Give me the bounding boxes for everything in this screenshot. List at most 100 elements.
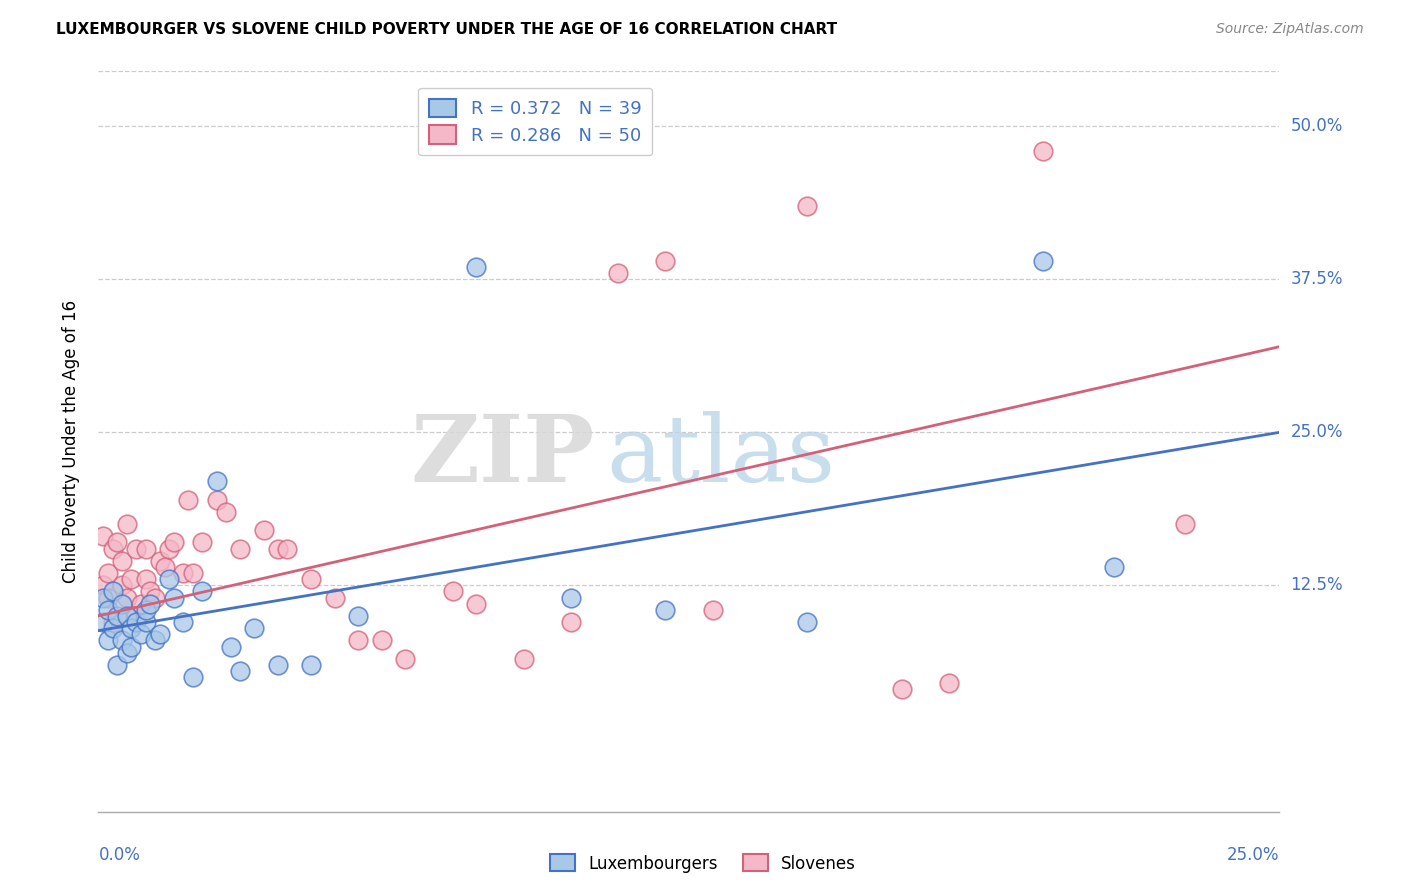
Point: [149, 554, 172, 568]
Point: [299, 657, 322, 672]
Point: [97, 603, 120, 617]
Point: [560, 615, 582, 629]
Point: [191, 584, 214, 599]
Point: [91, 591, 114, 605]
Point: [111, 597, 134, 611]
Point: [172, 566, 194, 580]
Text: ZIP: ZIP: [411, 411, 595, 501]
Point: [143, 633, 166, 648]
Point: [115, 646, 138, 660]
Point: [97, 566, 120, 580]
Text: LUXEMBOURGER VS SLOVENE CHILD POVERTY UNDER THE AGE OF 16 CORRELATION CHART: LUXEMBOURGER VS SLOVENE CHILD POVERTY UN…: [56, 22, 838, 37]
Text: 37.5%: 37.5%: [1291, 270, 1343, 288]
Point: [135, 541, 157, 556]
Point: [394, 652, 416, 666]
Text: atlas: atlas: [606, 411, 835, 501]
Point: [97, 633, 120, 648]
Point: [654, 254, 676, 268]
Point: [371, 633, 394, 648]
Point: [139, 584, 162, 599]
Point: [1032, 144, 1054, 158]
Point: [111, 633, 134, 648]
Point: [267, 657, 290, 672]
Point: [125, 541, 148, 556]
Point: [205, 492, 228, 507]
Text: 0.0%: 0.0%: [98, 847, 141, 864]
Text: 25.0%: 25.0%: [1227, 847, 1279, 864]
Point: [654, 603, 676, 617]
Point: [347, 608, 370, 623]
Point: [181, 670, 204, 684]
Point: [115, 608, 138, 623]
Point: [101, 541, 124, 556]
Point: [465, 260, 488, 275]
Point: [129, 627, 152, 641]
Point: [129, 597, 152, 611]
Point: [267, 541, 290, 556]
Point: [1032, 254, 1054, 268]
Point: [115, 591, 138, 605]
Point: [607, 266, 630, 280]
Point: [153, 560, 176, 574]
Point: [191, 535, 214, 549]
Point: [157, 541, 180, 556]
Point: [938, 676, 960, 690]
Point: [121, 621, 143, 635]
Point: [253, 523, 276, 537]
Point: [101, 584, 124, 599]
Point: [702, 603, 724, 617]
Point: [105, 657, 128, 672]
Point: [143, 591, 166, 605]
Y-axis label: Child Poverty Under the Age of 16: Child Poverty Under the Age of 16: [62, 300, 80, 583]
Point: [512, 652, 534, 666]
Point: [105, 535, 128, 549]
Text: 12.5%: 12.5%: [1291, 576, 1343, 594]
Point: [465, 597, 488, 611]
Point: [205, 475, 228, 489]
Point: [135, 572, 157, 586]
Point: [111, 554, 134, 568]
Point: [229, 664, 252, 678]
Point: [172, 615, 194, 629]
Point: [139, 597, 162, 611]
Point: [177, 492, 200, 507]
Point: [115, 517, 138, 532]
Point: [91, 529, 114, 543]
Point: [347, 633, 370, 648]
Point: [91, 578, 114, 592]
Point: [125, 615, 148, 629]
Point: [276, 541, 298, 556]
Point: [101, 621, 124, 635]
Legend: R = 0.372   N = 39, R = 0.286   N = 50: R = 0.372 N = 39, R = 0.286 N = 50: [419, 87, 652, 155]
Point: [111, 578, 134, 592]
Text: Source: ZipAtlas.com: Source: ZipAtlas.com: [1216, 22, 1364, 37]
Point: [125, 608, 148, 623]
Point: [219, 640, 242, 654]
Point: [121, 572, 143, 586]
Point: [157, 572, 180, 586]
Point: [323, 591, 346, 605]
Point: [105, 608, 128, 623]
Text: 25.0%: 25.0%: [1291, 424, 1343, 442]
Point: [1102, 560, 1125, 574]
Legend: Luxembourgers, Slovenes: Luxembourgers, Slovenes: [543, 847, 863, 880]
Point: [91, 615, 114, 629]
Point: [97, 591, 120, 605]
Point: [243, 621, 266, 635]
Point: [135, 615, 157, 629]
Point: [121, 640, 143, 654]
Point: [135, 603, 157, 617]
Point: [560, 591, 582, 605]
Point: [299, 572, 322, 586]
Point: [181, 566, 204, 580]
Point: [796, 199, 818, 213]
Point: [229, 541, 252, 556]
Point: [1174, 517, 1197, 532]
Point: [101, 615, 124, 629]
Point: [163, 591, 186, 605]
Text: 50.0%: 50.0%: [1291, 118, 1343, 136]
Point: [163, 535, 186, 549]
Point: [149, 627, 172, 641]
Point: [796, 615, 818, 629]
Point: [215, 505, 238, 519]
